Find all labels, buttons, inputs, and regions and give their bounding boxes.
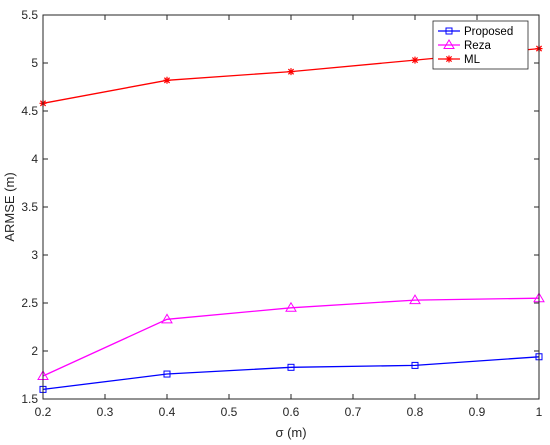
y-tick-label: 3 bbox=[31, 248, 38, 262]
data-point-reza bbox=[285, 301, 297, 312]
series-line-reza bbox=[42, 297, 540, 377]
data-point-reza bbox=[161, 313, 173, 324]
x-tick-label: 0.8 bbox=[407, 405, 424, 419]
legend: Proposed Reza ML bbox=[432, 20, 529, 70]
legend-marker-proposed bbox=[445, 27, 453, 35]
legend-label-reza: Reza bbox=[464, 40, 491, 52]
x-tick-label: 0.2 bbox=[35, 405, 52, 419]
y-tick-label: 1.5 bbox=[21, 392, 38, 406]
legend-label-proposed: Proposed bbox=[464, 26, 513, 38]
x-tick-label: 0.3 bbox=[97, 405, 114, 419]
y-tick-label: 2 bbox=[31, 344, 38, 358]
data-point-reza bbox=[409, 294, 421, 305]
x-tick-label: 0.9 bbox=[469, 405, 486, 419]
series-line-proposed bbox=[42, 356, 540, 391]
legend-label-ml: ML bbox=[464, 54, 481, 66]
x-tick-label: 0.7 bbox=[345, 405, 362, 419]
ticks-layer: 0.2 0.3 0.4 0.5 0.6 0.7 0.8 0.9 1 1.5 2 2.5 3 3.5 4 4.5… bbox=[21, 8, 542, 419]
legend-marker-reza bbox=[443, 39, 455, 49]
x-axis-label: σ (m) bbox=[275, 425, 306, 440]
x-tick-label: 0.5 bbox=[221, 405, 238, 419]
x-tick-label: 0.6 bbox=[283, 405, 300, 419]
data-point-ml bbox=[287, 68, 295, 76]
y-axis-label: ARMSE (m) bbox=[2, 172, 17, 241]
data-point-ml bbox=[163, 76, 171, 84]
y-tick-label: 4 bbox=[31, 152, 38, 166]
y-tick-label: 3.5 bbox=[21, 200, 38, 214]
legend-marker-ml bbox=[445, 55, 453, 63]
data-point-proposed bbox=[411, 361, 419, 369]
x-tick-label: 1 bbox=[536, 405, 543, 419]
y-tick-label: 5.5 bbox=[21, 8, 38, 22]
y-tick-label: 2.5 bbox=[21, 296, 38, 310]
data-point-proposed bbox=[287, 363, 295, 371]
y-tick-label: 4.5 bbox=[21, 104, 38, 118]
x-tick-label: 0.4 bbox=[159, 405, 176, 419]
y-tick-label: 5 bbox=[31, 56, 38, 70]
data-point-ml bbox=[411, 56, 419, 64]
plot-area bbox=[43, 15, 539, 399]
data-point-proposed bbox=[163, 370, 171, 378]
